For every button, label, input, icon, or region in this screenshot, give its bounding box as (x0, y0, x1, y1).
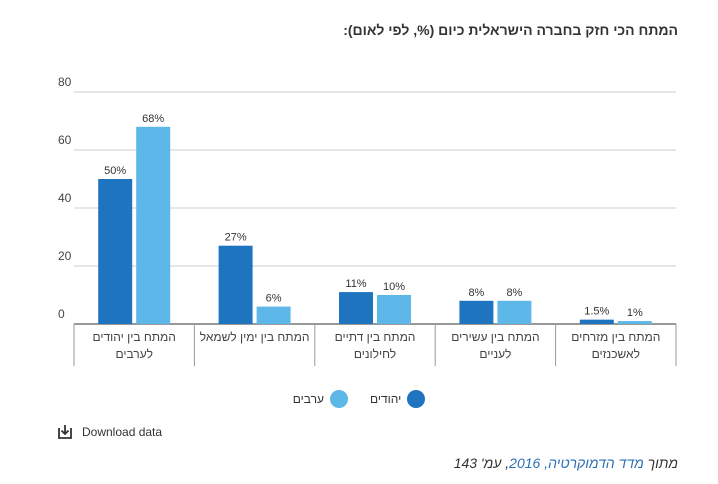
source-link[interactable]: מדד הדמוקרטיה, 2016 (509, 455, 644, 471)
bar (98, 179, 133, 324)
bar-data-label: 68% (142, 113, 164, 125)
download-data-label: Download data (82, 425, 163, 439)
bar-data-label: 6% (266, 293, 282, 305)
source-citation: מתוך מדד הדמוקרטיה, 2016, עמ' 143 (454, 455, 678, 471)
download-icon (58, 425, 72, 439)
y-tick-label: 0 (58, 307, 65, 321)
legend-swatch (407, 390, 426, 408)
x-category-label: המתח בין מזרחים (571, 330, 660, 344)
bar-data-label: 10% (383, 281, 405, 293)
bar (218, 245, 253, 324)
chart-legend: יהודים ערבים (0, 390, 718, 408)
bar (136, 126, 171, 324)
bar (459, 300, 494, 324)
bar (497, 300, 532, 324)
source-prefix: מתוך (643, 455, 678, 471)
bar-data-label: 1.5% (584, 306, 609, 318)
y-tick-label: 40 (58, 191, 72, 205)
bar-data-label: 8% (468, 287, 484, 299)
legend-label: ערבים (292, 392, 324, 406)
bar (377, 295, 411, 324)
bar (256, 306, 291, 324)
x-category-label: לעניים (479, 347, 511, 361)
legend-item[interactable]: ערבים (293, 390, 348, 408)
bar-data-label: 11% (345, 278, 366, 290)
y-tick-label: 20 (58, 249, 72, 263)
download-data-button[interactable]: Download data (56, 423, 162, 441)
legend-label: יהודים (369, 392, 402, 406)
legend-swatch (329, 390, 348, 408)
source-suffix: , עמ' 143 (453, 455, 510, 471)
x-category-label: המתח בין דתיים (335, 330, 416, 344)
x-category-label: המתח בין יהודים (93, 330, 176, 344)
legend-item[interactable]: יהודים (369, 390, 426, 408)
x-category-label: המתח בין ימין לשמאל (200, 330, 310, 344)
y-tick-label: 60 (58, 133, 72, 147)
x-category-label: לאשכנזים (592, 347, 640, 361)
x-category-label: לחילונים (354, 347, 396, 361)
bar-data-label: 50% (104, 165, 126, 177)
chart-title: המתח הכי חזק בחברה הישראלית כיום (%, לפי… (343, 22, 678, 38)
bar-data-label: 27% (225, 232, 247, 244)
bar-data-label: 1% (627, 307, 643, 319)
bar (617, 321, 652, 324)
bar (339, 292, 373, 324)
y-tick-label: 80 (58, 75, 72, 89)
x-category-label: המתח בין עשירים (451, 330, 539, 344)
x-category-label: לערבים (115, 347, 152, 361)
bar-data-label: 8% (506, 287, 522, 299)
bar (579, 319, 614, 324)
bar-chart: 0 20 40 60 80 50% 68% המתח בין יהודים לערבים 27% 6… (58, 75, 677, 366)
